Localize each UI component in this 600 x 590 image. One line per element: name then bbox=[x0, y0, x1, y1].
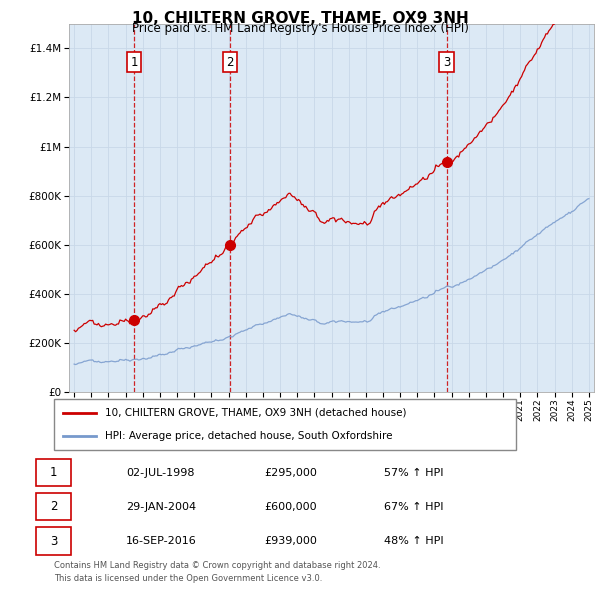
Text: £295,000: £295,000 bbox=[264, 468, 317, 477]
Text: £600,000: £600,000 bbox=[264, 502, 317, 512]
Text: 1: 1 bbox=[130, 56, 138, 69]
FancyBboxPatch shape bbox=[54, 399, 516, 450]
Text: 10, CHILTERN GROVE, THAME, OX9 3NH: 10, CHILTERN GROVE, THAME, OX9 3NH bbox=[131, 11, 469, 25]
Text: 67% ↑ HPI: 67% ↑ HPI bbox=[384, 502, 443, 512]
Text: 10, CHILTERN GROVE, THAME, OX9 3NH (detached house): 10, CHILTERN GROVE, THAME, OX9 3NH (deta… bbox=[105, 408, 406, 418]
Text: 48% ↑ HPI: 48% ↑ HPI bbox=[384, 536, 443, 546]
Text: Price paid vs. HM Land Registry's House Price Index (HPI): Price paid vs. HM Land Registry's House … bbox=[131, 22, 469, 35]
Text: 1: 1 bbox=[50, 466, 57, 479]
Text: 57% ↑ HPI: 57% ↑ HPI bbox=[384, 468, 443, 477]
Text: 3: 3 bbox=[443, 56, 451, 69]
Text: 2: 2 bbox=[226, 56, 233, 69]
Text: 2: 2 bbox=[50, 500, 57, 513]
Text: £939,000: £939,000 bbox=[264, 536, 317, 546]
Text: Contains HM Land Registry data © Crown copyright and database right 2024.: Contains HM Land Registry data © Crown c… bbox=[54, 561, 380, 570]
Text: 29-JAN-2004: 29-JAN-2004 bbox=[126, 502, 196, 512]
Text: 16-SEP-2016: 16-SEP-2016 bbox=[126, 536, 197, 546]
Text: 02-JUL-1998: 02-JUL-1998 bbox=[126, 468, 194, 477]
Text: This data is licensed under the Open Government Licence v3.0.: This data is licensed under the Open Gov… bbox=[54, 574, 322, 583]
Text: HPI: Average price, detached house, South Oxfordshire: HPI: Average price, detached house, Sout… bbox=[105, 431, 392, 441]
Text: 3: 3 bbox=[50, 535, 57, 548]
